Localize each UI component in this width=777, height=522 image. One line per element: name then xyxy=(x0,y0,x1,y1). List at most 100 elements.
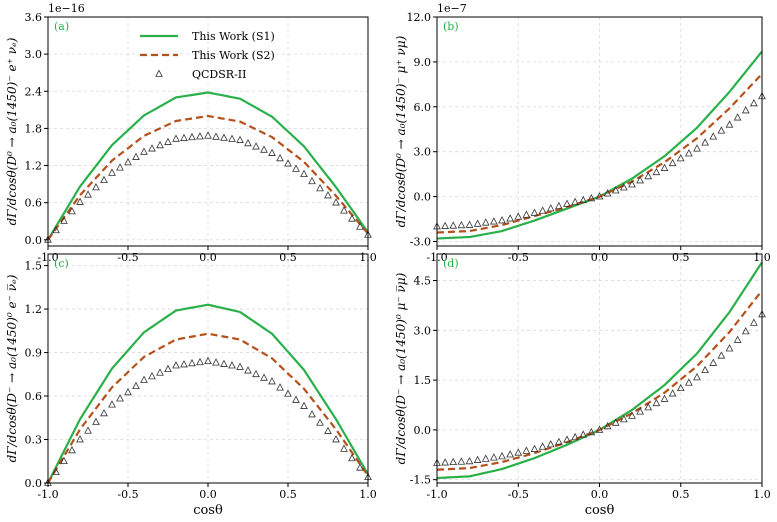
qcdsr-marker xyxy=(603,421,612,430)
qcdsr-marker xyxy=(300,401,308,409)
qcdsr-marker xyxy=(717,126,726,134)
qcdsr-marker xyxy=(108,168,116,176)
y-tick-label: -1.5 xyxy=(410,474,431,487)
qcdsr-marker xyxy=(348,453,356,462)
qcdsr-marker xyxy=(68,207,76,215)
y-tick-label: 1.2 xyxy=(25,303,43,316)
qcdsr-marker xyxy=(236,362,244,370)
qcdsr-marker xyxy=(481,454,490,462)
qcdsr-marker xyxy=(668,389,677,397)
qcdsr-marker xyxy=(92,183,100,191)
qcdsr-marker xyxy=(628,411,636,419)
qcdsr-marker xyxy=(156,140,164,149)
qcdsr-marker xyxy=(132,381,140,390)
x-axis-label: cosθ xyxy=(193,503,223,518)
qcdsr-marker xyxy=(308,176,316,185)
qcdsr-marker xyxy=(212,358,220,366)
qcdsr-marker xyxy=(571,432,579,441)
y-tick-label: 6.0 xyxy=(414,101,432,114)
y-tick-label: 4.5 xyxy=(414,275,432,288)
qcdsr-marker xyxy=(140,147,148,155)
qcdsr-marker xyxy=(260,373,268,381)
qcdsr-marker xyxy=(284,159,292,167)
qcdsr-marker xyxy=(563,435,571,443)
legend: This Work (S1) This Work (S2) QCDSR-II xyxy=(140,30,275,81)
y-tick-label: 0.6 xyxy=(25,390,43,403)
qcdsr-marker xyxy=(204,131,212,139)
y-tick-label: 2.4 xyxy=(25,85,43,98)
qcdsr-marker xyxy=(685,149,693,157)
qcdsr-marker xyxy=(473,455,482,463)
s2-line xyxy=(436,289,763,471)
qcdsr-marker xyxy=(252,369,260,378)
qcdsr-marker xyxy=(522,446,531,454)
s2-line xyxy=(436,73,763,234)
x-tick-label: 1.0 xyxy=(753,488,771,501)
y-axis-label: dΓ/dcosθ(D⁻ → a₀(1450)⁰ μ⁻ ν̅μ) xyxy=(394,272,408,464)
qcdsr-marker xyxy=(676,153,685,162)
qcdsr-marker xyxy=(116,394,124,402)
qcdsr-marker xyxy=(717,351,726,359)
x-tick-label: -0.5 xyxy=(508,488,529,501)
qcdsr-marker xyxy=(204,356,212,365)
qcdsr-marker xyxy=(465,456,474,465)
qcdsr-marker xyxy=(652,398,661,407)
panel-2: -1.0 -0.5 0.0 0.5 1.0 0.0 0.3 0.6 0.9 1.2 1.5 (c) dΓ… xyxy=(5,253,377,501)
qcdsr-marker xyxy=(148,144,156,152)
qcdsr-marker xyxy=(340,206,348,214)
qcdsr-marker xyxy=(316,418,324,426)
qcdsr-marker xyxy=(268,377,276,385)
qcdsr-marker xyxy=(473,219,482,227)
panel-label: (d) xyxy=(443,257,459,270)
qcdsr-marker xyxy=(324,191,332,199)
qcdsr-marker xyxy=(449,221,458,229)
y-tick-label: 0.6 xyxy=(25,197,43,210)
qcdsr-marker xyxy=(733,113,742,121)
qcdsr-marker xyxy=(701,365,709,374)
y-axis-label: dΓ/dcosθ(D⁰ → a₀(1450)⁻ μ⁺ νμ) xyxy=(394,35,408,227)
qcdsr-marker xyxy=(644,403,653,411)
qcdsr-marker xyxy=(356,463,364,471)
y-tick-label: 0.0 xyxy=(414,424,432,437)
qcdsr-marker xyxy=(76,435,84,443)
qcdsr-marker xyxy=(140,375,148,383)
qcdsr-marker xyxy=(276,383,284,391)
qcdsr-marker xyxy=(300,169,308,178)
qcdsr-marker xyxy=(324,426,332,434)
qcdsr-marker xyxy=(709,132,718,140)
qcdsr-marker xyxy=(196,132,204,140)
qcdsr-marker xyxy=(164,137,172,145)
x-tick-label: 0.0 xyxy=(199,488,217,501)
x-tick-label: -0.5 xyxy=(117,488,138,501)
y-axis-label: dΓ/dcosθ(D⁻ → a₀(1450)⁰ e⁻ ν̅ₑ) xyxy=(5,274,19,462)
qcdsr-marker xyxy=(693,144,701,152)
x-tick-label: -1.0 xyxy=(37,488,58,501)
s2-line xyxy=(47,114,369,241)
s1-line xyxy=(47,91,369,241)
legend-s1-label: This Work (S1) xyxy=(192,30,275,43)
y-tick-label: 0.0 xyxy=(414,191,432,204)
qcdsr-marker xyxy=(132,152,140,160)
legend-qcdsr-label: QCDSR-II xyxy=(192,68,246,81)
qcdsr-marker xyxy=(595,192,604,200)
qcdsr-marker xyxy=(180,360,188,368)
qcdsr-marker xyxy=(530,208,539,216)
axis-exponent: 1e−16 xyxy=(48,2,85,15)
y-tick-label: 12.0 xyxy=(407,11,432,24)
qcdsr-marker xyxy=(84,426,92,434)
y-tick-label: 3.0 xyxy=(25,48,43,61)
qcdsr-marker xyxy=(268,148,276,156)
qcdsr-marker xyxy=(332,435,340,443)
legend-s2-label: This Work (S2) xyxy=(192,49,275,62)
qcdsr-marker xyxy=(514,212,523,220)
qcdsr-marker xyxy=(52,467,60,475)
panel-label: (a) xyxy=(54,20,69,33)
y-axis-label: dΓ/dcosθ(D⁰ → a₀(1450)⁻ e⁺ νₑ) xyxy=(5,37,19,225)
qcdsr-marker xyxy=(538,206,547,214)
qcdsr-marker xyxy=(244,138,252,147)
qcdsr-marker xyxy=(180,133,188,141)
qcdsr-marker xyxy=(579,430,588,438)
panel-1: -1.0 -0.5 0.0 0.5 1.0-3.00.03.06.09.012.0(b)… xyxy=(394,2,771,264)
qcdsr-marker xyxy=(522,210,531,218)
qcdsr-marker xyxy=(571,197,579,206)
